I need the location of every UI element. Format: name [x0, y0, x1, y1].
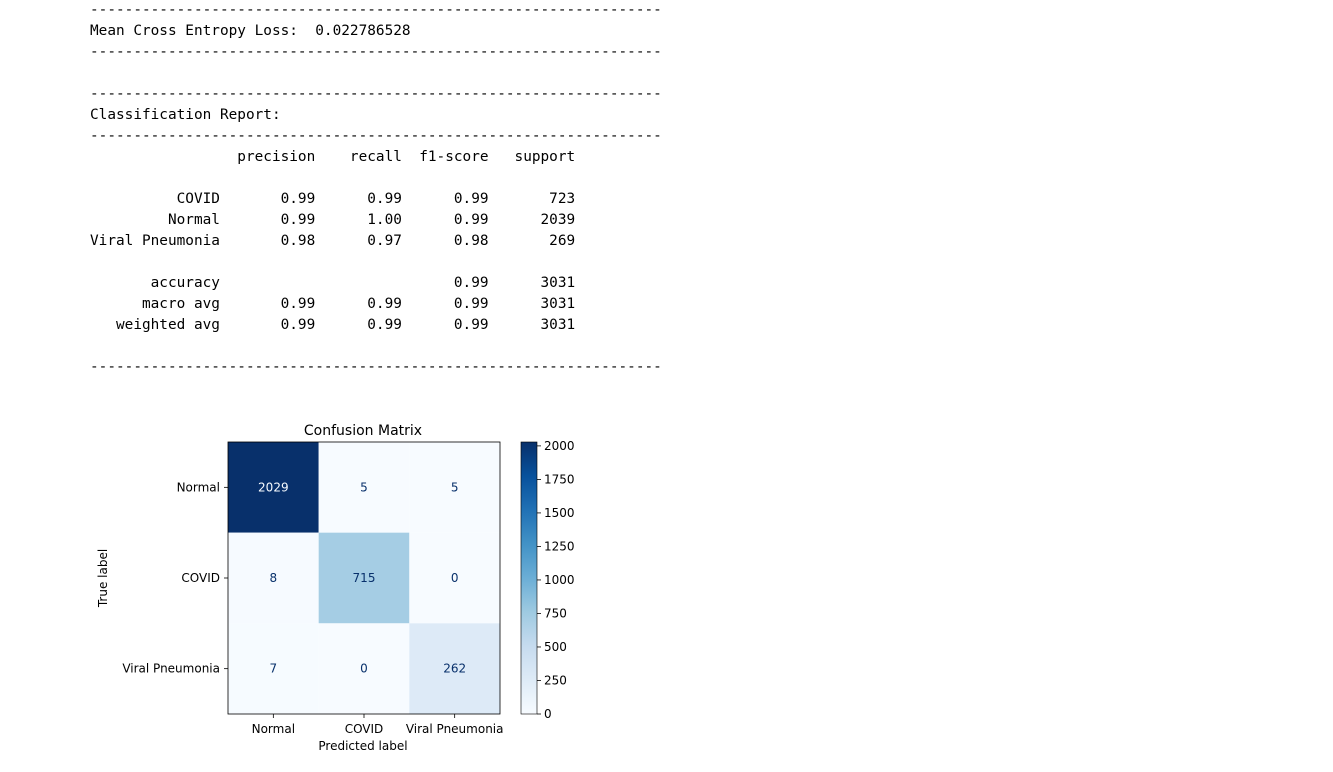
heatmap-cells: [228, 442, 500, 714]
notebook-text-output: ----------------------------------------…: [90, 0, 662, 378]
output-line: weighted avg 0.99 0.99 0.99 3031: [90, 317, 576, 333]
heatmap-cell-label: 2029: [258, 480, 289, 494]
colorbar-tick-label: 500: [544, 640, 567, 654]
confusion-matrix-figure: Confusion Matrix 2029 5 5 8 715 0 7 0 262 Normal…: [96, 423, 575, 753]
output-line: [90, 168, 662, 189]
output-line: ----------------------------------------…: [90, 359, 662, 375]
heatmap-cell-label: 262: [443, 662, 466, 676]
heatmap-cell: [318, 532, 410, 624]
colorbar-tick-label: 0: [544, 707, 552, 721]
y-tick-label: Viral Pneumonia: [122, 662, 220, 676]
heatmap-cell-label: 5: [451, 480, 459, 494]
output-line: Mean Cross Entropy Loss: 0.022786528: [90, 23, 411, 39]
output-line: Classification Report:: [90, 107, 281, 123]
output-line: accuracy 0.99 3031: [90, 275, 576, 291]
x-axis-label: Predicted label: [318, 739, 407, 753]
output-line: Normal 0.99 1.00 0.99 2039: [90, 212, 576, 228]
colorbar-tick-label: 1750: [544, 472, 575, 486]
x-tick-label: Normal: [252, 722, 295, 736]
heatmap-cell: [228, 532, 319, 624]
output-line: ----------------------------------------…: [90, 44, 662, 60]
y-tick-label: COVID: [181, 571, 220, 585]
x-tick-label: COVID: [345, 722, 384, 736]
heatmap-cell: [228, 442, 319, 533]
output-line: ----------------------------------------…: [90, 2, 662, 18]
output-line: Viral Pneumonia 0.98 0.97 0.98 269: [90, 233, 576, 249]
heatmap-cell: [409, 623, 500, 714]
colorbar-tick-label: 1500: [544, 506, 575, 520]
output-line: [90, 336, 662, 357]
heatmap-cell: [409, 532, 500, 624]
output-line: [90, 252, 662, 273]
output-line: ----------------------------------------…: [90, 128, 662, 144]
heatmap-cell-labels: 2029 5 5 8 715 0 7 0 262: [258, 480, 466, 675]
y-axis-label: True label: [96, 549, 110, 608]
output-line: COVID 0.99 0.99 0.99 723: [90, 191, 576, 207]
heatmap-cell: [318, 623, 410, 714]
y-tick-labels: Normal COVID Viral Pneumonia: [122, 480, 228, 676]
heatmap-cell: [318, 442, 410, 533]
colorbar-tick-label: 750: [544, 606, 567, 620]
colorbar: [520, 441, 538, 715]
output-line: macro avg 0.99 0.99 0.99 3031: [90, 296, 576, 312]
heatmap-cell-label: 8: [270, 571, 278, 585]
heatmap-cell-label: 0: [360, 662, 368, 676]
heatmap-cell-label: 0: [451, 571, 459, 585]
heatmap-cell-label: 715: [353, 571, 376, 585]
output-line: precision recall f1-score support: [90, 149, 576, 165]
heatmap-cell: [228, 623, 319, 714]
colorbar-ticks: 0 250 500 750 1000 1250 1500 1750 2000: [537, 439, 575, 721]
y-tick-label: Normal: [177, 480, 220, 494]
colorbar-tick-label: 1250: [544, 539, 575, 553]
colorbar-tick-label: 2000: [544, 439, 575, 453]
output-line: [90, 63, 662, 84]
colorbar-tick-label: 250: [544, 673, 567, 687]
heatmap-cell-label: 7: [270, 662, 278, 676]
x-tick-label: Viral Pneumonia: [406, 722, 504, 736]
colorbar-tick-label: 1000: [544, 573, 575, 587]
x-tick-labels: Normal COVID Viral Pneumonia: [252, 714, 504, 736]
heatmap-cell: [409, 442, 500, 533]
heatmap-cell-label: 5: [360, 480, 368, 494]
chart-title: Confusion Matrix: [304, 423, 422, 439]
output-line: ----------------------------------------…: [90, 86, 662, 102]
